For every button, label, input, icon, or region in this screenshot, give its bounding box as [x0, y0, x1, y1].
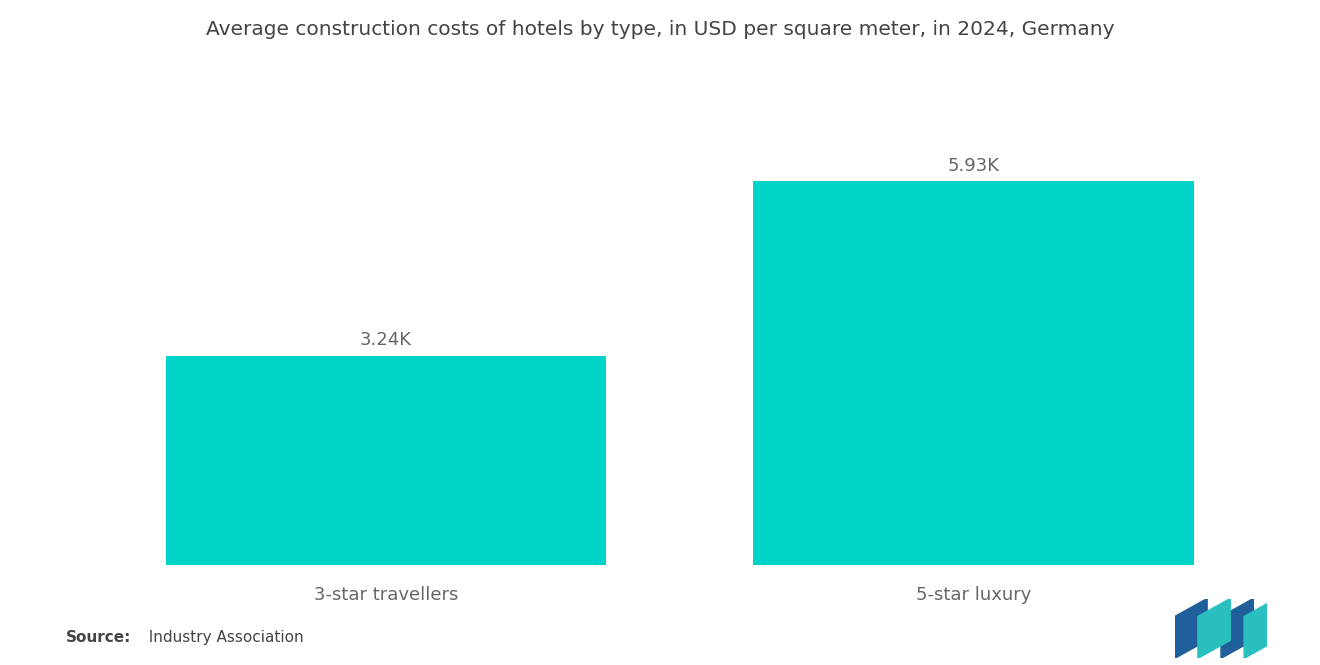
Bar [754, 182, 1193, 565]
Text: Source:: Source: [66, 630, 132, 645]
Text: Industry Association: Industry Association [139, 630, 304, 645]
Text: 3.24K: 3.24K [360, 331, 412, 349]
Polygon shape [1221, 598, 1254, 658]
Polygon shape [1175, 598, 1206, 658]
Polygon shape [1243, 598, 1276, 658]
Text: Average construction costs of hotels by type, in USD per square meter, in 2024, : Average construction costs of hotels by … [206, 20, 1114, 39]
Text: 5.93K: 5.93K [948, 157, 999, 175]
Bar [166, 356, 606, 565]
Polygon shape [1199, 598, 1230, 658]
